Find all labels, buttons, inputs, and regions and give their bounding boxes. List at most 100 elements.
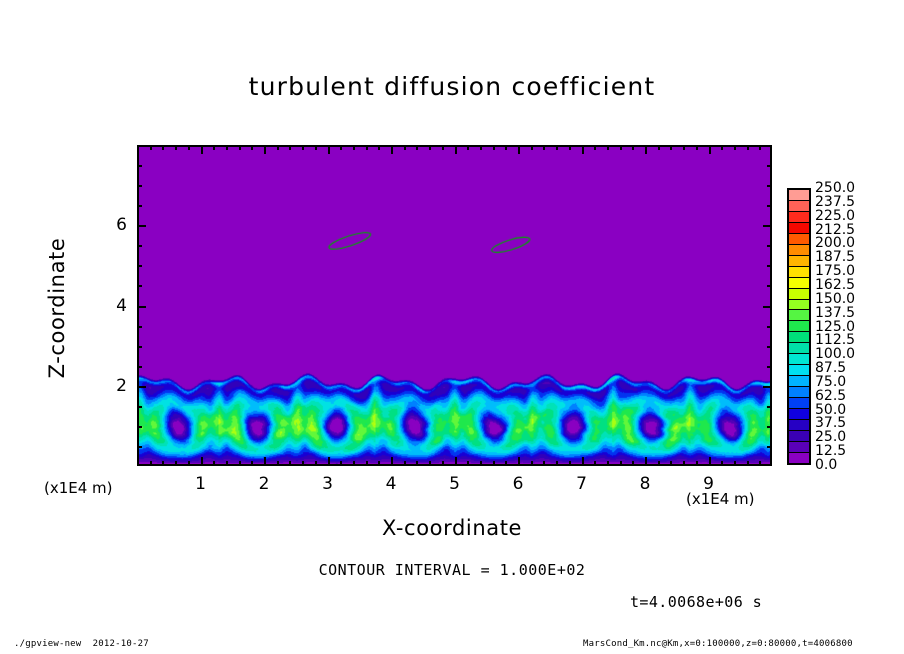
colorbar-swatch (789, 441, 809, 453)
x-tick-label: 3 (322, 474, 333, 494)
x-tick-top (467, 145, 470, 150)
x-tick-top (352, 145, 355, 150)
y-tick-right (767, 205, 772, 208)
colorbar-swatch (789, 365, 809, 377)
x-tick-top (556, 145, 559, 150)
y-tick (137, 365, 142, 368)
x-tick-top (416, 145, 419, 150)
y-tick (137, 165, 142, 168)
x-tick (429, 461, 432, 466)
y-tick-right (767, 405, 772, 408)
x-tick (619, 461, 622, 466)
colorbar-tick-label: 112.5 (815, 332, 856, 349)
y-tick-right (767, 165, 772, 168)
x-tick-top (276, 145, 279, 150)
x-tick (175, 461, 178, 466)
colorbar-swatch (789, 310, 809, 322)
colorbar-tick-label: 25.0 (815, 429, 847, 446)
x-tick (708, 457, 711, 466)
y-tick (137, 445, 142, 448)
x-tick-top (238, 145, 241, 150)
y-tick (137, 185, 142, 188)
y-tick (137, 405, 142, 408)
x-tick (289, 461, 292, 466)
colorbar-tick-label: 150.0 (815, 290, 856, 307)
x-tick-top (492, 145, 495, 150)
colorbar-swatch (789, 299, 809, 311)
x-tick-top (403, 145, 406, 150)
y-tick (137, 245, 142, 248)
x-tick-top (619, 145, 622, 150)
y-tick-right (763, 225, 772, 228)
x-tick-top (429, 145, 432, 150)
y-axis-unit-note: (x1E4 m) (44, 479, 113, 497)
colorbar-swatch (789, 387, 809, 399)
x-tick (238, 461, 241, 466)
x-tick (479, 461, 482, 466)
y-tick-right (767, 245, 772, 248)
colorbar-swatch (789, 211, 809, 223)
x-tick-top (645, 145, 647, 154)
colorbar-tick-label: 62.5 (815, 387, 847, 404)
y-tick (137, 325, 142, 328)
y-tick-right (767, 365, 772, 368)
x-tick (213, 461, 216, 466)
x-tick-top (721, 145, 724, 150)
colorbar-swatch (789, 354, 809, 366)
x-tick-top (530, 145, 533, 150)
colorbar-tick-label: 37.5 (815, 415, 847, 432)
x-tick (200, 457, 203, 466)
colorbar-tick-label: 87.5 (815, 360, 847, 377)
x-tick-top (479, 145, 482, 150)
x-tick (733, 461, 736, 466)
y-tick-right (767, 345, 772, 348)
x-tick (276, 461, 279, 466)
x-tick (162, 461, 165, 466)
x-tick (314, 461, 317, 466)
x-tick-top (314, 145, 317, 150)
colorbar-swatch (789, 343, 809, 355)
x-tick-label: 4 (385, 474, 397, 494)
y-tick-right (767, 185, 772, 188)
x-tick (518, 457, 520, 466)
colorbar-tick-label: 50.0 (815, 401, 847, 418)
y-tick-label: 2 (116, 375, 127, 396)
colorbar-tick-label: 225.0 (815, 207, 856, 224)
colorbar-swatch (789, 430, 809, 442)
colorbar-swatch (789, 222, 809, 234)
x-tick (695, 461, 698, 466)
x-tick (251, 461, 254, 466)
x-tick (606, 461, 609, 466)
colorbar-swatch (789, 277, 809, 289)
y-tick (137, 425, 142, 428)
x-tick-top (695, 145, 698, 150)
colorbar-swatch (789, 288, 809, 300)
colorbar-swatch (789, 409, 809, 421)
x-tick (149, 461, 152, 466)
x-tick-label: 8 (639, 474, 651, 494)
colorbar-tick-label: 100.0 (815, 346, 856, 363)
x-tick (441, 461, 444, 466)
x-tick-top (505, 145, 508, 150)
x-tick (327, 457, 330, 466)
y-tick (137, 265, 142, 268)
x-tick (543, 461, 546, 466)
x-tick-top (759, 145, 762, 150)
x-tick-top (225, 145, 228, 150)
colorbar-swatch (789, 332, 809, 344)
x-tick-label: 5 (449, 474, 460, 494)
x-tick-label: 9 (703, 474, 714, 494)
x-tick (568, 461, 571, 466)
x-tick (378, 461, 381, 466)
y-tick-right (767, 265, 772, 268)
x-tick (403, 461, 406, 466)
colorbar (787, 188, 811, 465)
y-tick-right (767, 445, 772, 448)
x-tick-top (708, 145, 711, 154)
colorbar-swatch (789, 200, 809, 212)
x-tick-top (327, 145, 330, 154)
x-tick-top (340, 145, 343, 150)
x-tick-top (187, 145, 190, 150)
colorbar-swatch (789, 255, 809, 267)
x-tick (391, 457, 393, 466)
